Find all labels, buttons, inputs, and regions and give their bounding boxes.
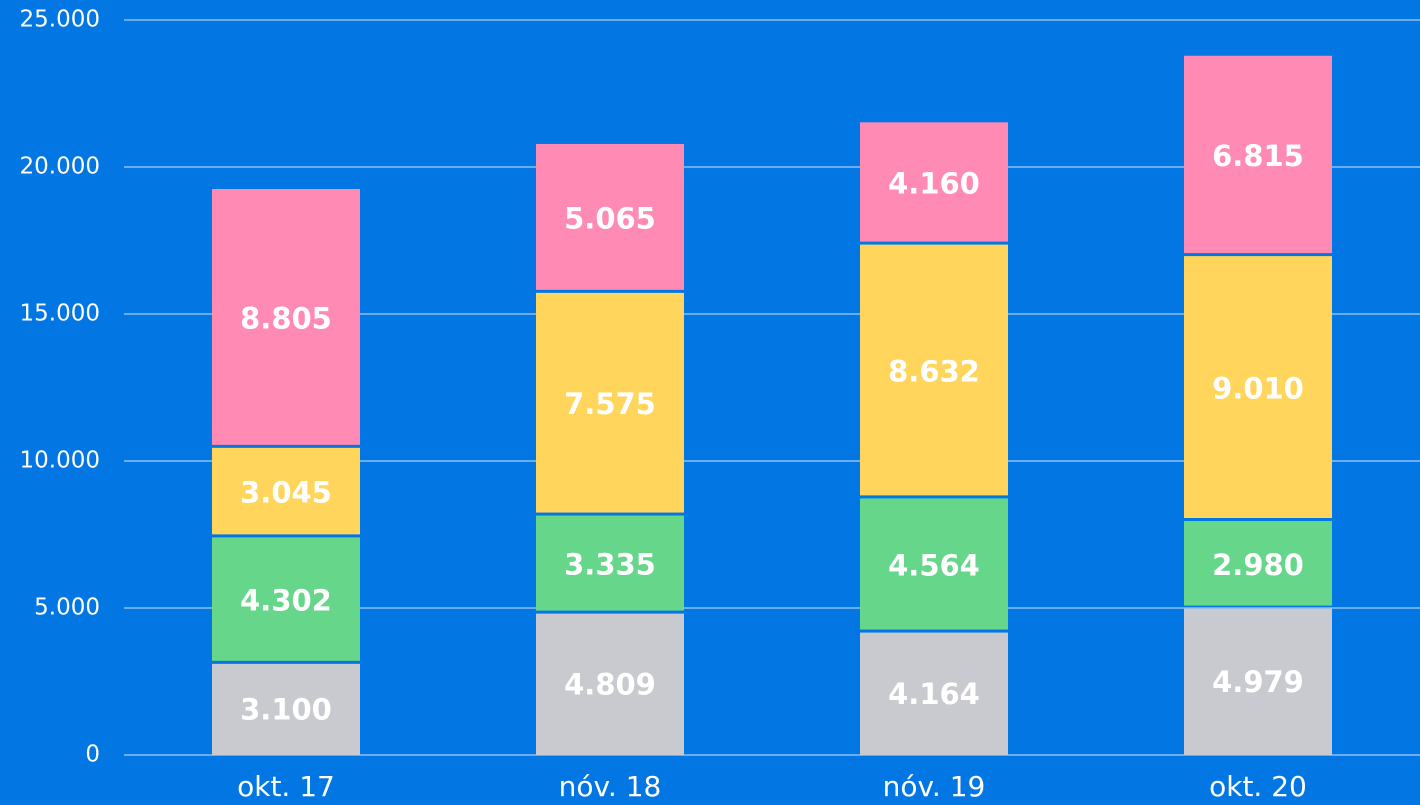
y-tick-label: 20.000 xyxy=(20,154,100,180)
bar-segment xyxy=(212,663,360,755)
bar-segment xyxy=(860,122,1008,242)
bar-segment xyxy=(212,537,360,661)
bar-segment xyxy=(536,143,684,290)
bar-segment xyxy=(536,613,684,755)
value-label: 8.632 xyxy=(888,355,980,389)
y-tick-label: 15.000 xyxy=(20,301,100,327)
x-tick-label: nóv. 18 xyxy=(559,770,662,803)
value-label: 8.805 xyxy=(240,301,332,335)
y-tick-label: 25.000 xyxy=(20,7,100,33)
value-label: 3.335 xyxy=(564,548,656,582)
bar-segment xyxy=(212,447,360,535)
bar-segment xyxy=(212,188,360,445)
y-tick-label: 0 xyxy=(85,742,100,768)
value-label: 4.302 xyxy=(240,584,332,618)
bar-segment xyxy=(1184,256,1332,519)
bar-segment xyxy=(860,632,1008,755)
bar-segment xyxy=(536,515,684,611)
x-tick-label: nóv. 19 xyxy=(883,770,986,803)
value-label: 3.100 xyxy=(240,692,332,726)
value-label: 6.815 xyxy=(1212,139,1304,173)
value-label: 5.065 xyxy=(564,201,656,235)
value-label: 4.164 xyxy=(888,677,980,711)
value-label: 7.575 xyxy=(564,387,656,421)
bar-segment xyxy=(860,498,1008,630)
bar-segment xyxy=(1184,521,1332,606)
value-label: 4.564 xyxy=(888,548,980,582)
x-tick-label: okt. 17 xyxy=(237,770,335,803)
bar-segment xyxy=(1184,55,1332,254)
bar-segment xyxy=(536,292,684,513)
value-label: 4.160 xyxy=(888,166,980,200)
y-tick-label: 5.000 xyxy=(34,595,100,621)
bar-segment xyxy=(1184,608,1332,755)
x-tick-label: okt. 20 xyxy=(1209,770,1307,803)
value-label: 4.809 xyxy=(564,667,656,701)
value-label: 4.979 xyxy=(1212,665,1304,699)
value-label: 2.980 xyxy=(1212,548,1304,582)
y-tick-label: 10.000 xyxy=(20,448,100,474)
value-label: 3.045 xyxy=(240,476,332,510)
bar-segment xyxy=(860,244,1008,496)
value-label: 9.010 xyxy=(1212,372,1304,406)
